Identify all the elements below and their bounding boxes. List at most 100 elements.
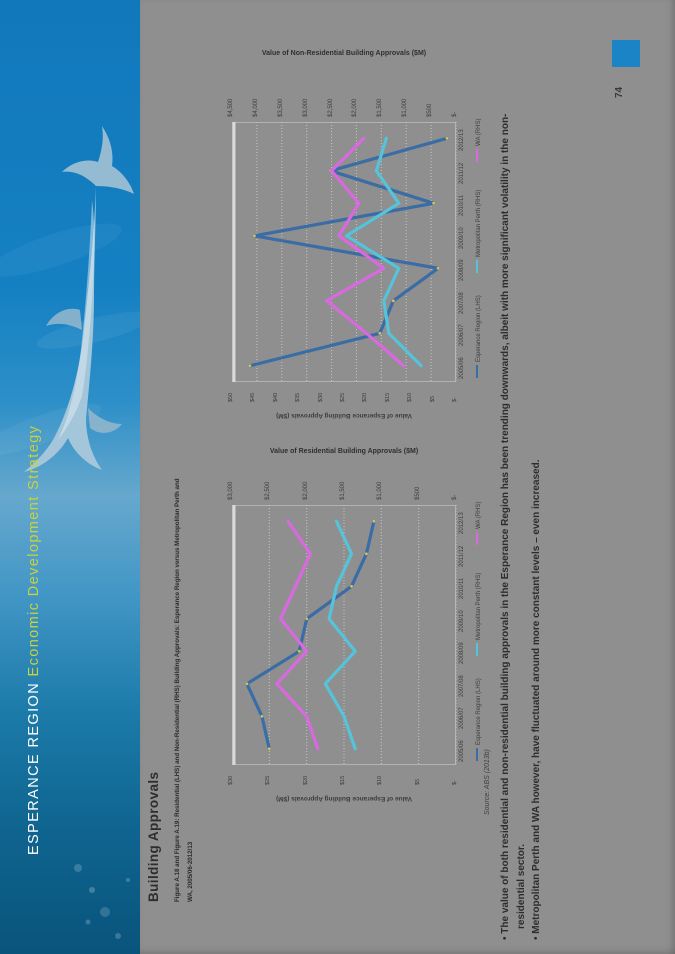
legend-label: Esperance Region (LHS) [476, 295, 482, 362]
legend-label: Metropolitan Perth (RHS) [476, 573, 482, 641]
chart-title: Value of Residential Building Approvals … [269, 448, 419, 455]
chart-title: Value of Non-Residential Building Approv… [261, 50, 427, 57]
legend-label: WA (RHS) [476, 501, 482, 530]
rhs-tick-label: $4,500 [228, 98, 234, 117]
series-marker [297, 649, 301, 653]
legend-item: WA (RHS) [476, 501, 482, 546]
lhs-axis-title: Value of Esperance Building Approvals ($… [276, 412, 412, 419]
bullet-item-1: • The value of both residential and non-… [500, 113, 527, 940]
lhs-tick-label: $- [452, 397, 458, 402]
title-spacer [26, 676, 42, 681]
legend-swatch [476, 748, 478, 761]
lhs-tick-label: $15 [340, 775, 346, 785]
lhs-tick-label: $- [452, 780, 458, 785]
rhs-tick-label: $3,000 [302, 98, 309, 117]
bullet-text-1: The value of both residential and non-re… [500, 113, 527, 934]
bullet-text-2: Metropolitan Perth and WA however, have … [531, 459, 542, 934]
rhs-tick-label: $1,500 [340, 481, 346, 500]
lhs-tick-label: $20 [362, 392, 369, 402]
report-title-vertical: ESPERANCE REGION Economic Development St… [26, 425, 42, 855]
figure-caption-line-1: Figure A.18 and Figure A.19: Residential… [174, 478, 181, 902]
series-marker [445, 136, 449, 140]
series-marker [372, 519, 376, 523]
lhs-tick-label: $5 [414, 778, 421, 785]
rhs-tick-label: $3,500 [277, 98, 284, 117]
figure-caption-line-2: WA, 2005/06-2012/13 [187, 841, 194, 902]
page-heading: Building Approvals [146, 771, 161, 902]
lhs-tick-label: $20 [302, 775, 309, 785]
lhs-tick-label: $5 [429, 395, 436, 402]
year-label: 2010/11 [459, 195, 465, 217]
rhs-tick-label: $- [452, 111, 458, 117]
series-marker [378, 331, 382, 335]
legend-item: Metropolitan Perth (RHS) [476, 190, 482, 274]
year-label: 2007/08 [459, 292, 465, 314]
series-marker [432, 201, 435, 205]
lhs-tick-label: $25 [340, 392, 346, 402]
legend-swatch [476, 365, 478, 378]
dolphin-illustration [0, 126, 154, 939]
rhs-tick-label: $2,000 [302, 481, 309, 500]
series-marker [350, 584, 353, 588]
lhs-tick-label: $10 [407, 392, 414, 402]
rhs-tick-label: $500 [427, 103, 434, 117]
rhs-tick-label: $2,500 [265, 481, 272, 500]
year-label: 2012/13 [459, 512, 465, 535]
legend-swatch [476, 643, 478, 657]
series-line-esperance-region-lhs [245, 519, 376, 751]
legend-item: Metropolitan Perth (RHS) [476, 573, 482, 657]
year-label: 2006/07 [459, 707, 465, 730]
legend-label: Metropolitan Perth (RHS) [476, 190, 482, 258]
series-marker [260, 714, 264, 718]
series-marker [267, 747, 271, 751]
page-corner-box [612, 40, 640, 67]
page-body [140, 0, 675, 954]
lhs-tick-label: $25 [265, 775, 272, 785]
series-marker [245, 682, 249, 686]
year-label: 2012/13 [459, 129, 465, 152]
source-note: Source: ABS (2013b) [484, 749, 491, 815]
series-marker [248, 364, 252, 368]
series-marker [436, 266, 440, 270]
year-label: 2005/06 [459, 357, 465, 379]
year-label: 2005/06 [459, 740, 465, 762]
rhs-tick-label: $2,500 [327, 98, 334, 117]
year-label: 2008/09 [459, 642, 465, 665]
rhs-tick-label: $2,000 [352, 98, 359, 117]
series-marker [391, 299, 395, 303]
year-label: 2011/12 [459, 162, 465, 184]
legend-label: Esperance Region (LHS) [476, 678, 482, 745]
report-title-strategy: Economic Development Strategy [26, 424, 42, 677]
year-label: 2009/10 [459, 227, 465, 249]
lhs-tick-label: $50 [228, 392, 234, 402]
rhs-tick-label: $1,500 [377, 98, 384, 117]
lhs-tick-label: $45 [250, 392, 257, 402]
lhs-tick-label: $30 [317, 392, 324, 402]
legend-label: WA (RHS) [476, 118, 482, 147]
lhs-tick-label: $10 [377, 775, 384, 785]
series-line-wa-rhs [324, 136, 406, 368]
rhs-tick-label: $500 [414, 486, 421, 500]
lhs-tick-label: $40 [272, 392, 279, 402]
series-line-metropolitan-perth-rhs [323, 519, 357, 751]
year-label: 2007/08 [459, 675, 465, 697]
year-label: 2006/07 [459, 324, 465, 347]
lhs-tick-label: $30 [228, 775, 234, 785]
year-label: 2009/10 [459, 610, 465, 632]
series-marker [365, 552, 368, 556]
report-title-region: ESPERANCE REGION [26, 681, 42, 855]
year-label: 2011/12 [459, 545, 465, 567]
lhs-tick-label: $35 [295, 392, 302, 402]
lhs-tick-label: $15 [384, 392, 391, 402]
legend-item: Esperance Region (LHS) [476, 678, 482, 761]
legend-swatch [476, 149, 478, 163]
legend-swatch [476, 532, 478, 546]
year-label: 2010/11 [459, 578, 465, 600]
series-line-wa-rhs [275, 519, 320, 751]
series-marker [305, 617, 309, 621]
lhs-axis-title: Value of Esperance Building Approvals ($… [276, 795, 412, 802]
rhs-tick-label: $1,000 [402, 98, 409, 117]
bullet-list: • The value of both residential and non-… [498, 85, 548, 940]
rhs-tick-label: $4,000 [252, 98, 259, 117]
